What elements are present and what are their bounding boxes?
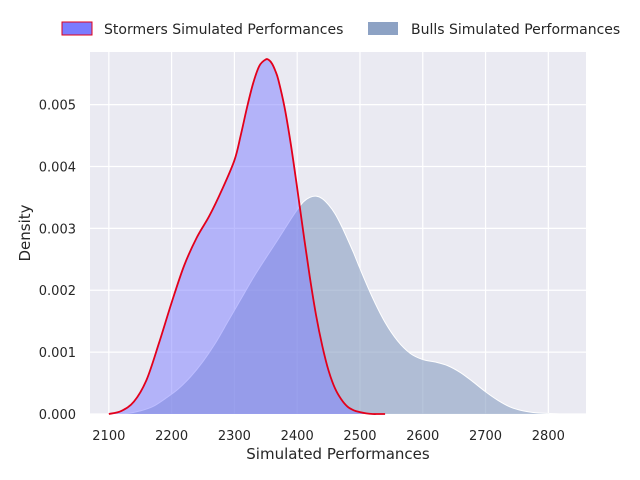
y-tick-label: 0.004 <box>39 160 76 175</box>
x-tick-label: 2200 <box>155 429 188 444</box>
legend: Stormers Simulated Performances Bulls Si… <box>61 21 620 38</box>
series-area-stormers <box>108 59 386 415</box>
legend-swatch-bulls <box>368 22 398 35</box>
x-tick-label: 2700 <box>469 429 502 444</box>
legend-label-stormers: Stormers Simulated Performances <box>104 22 343 38</box>
y-tick-label: 0.002 <box>39 284 76 299</box>
legend-label-bulls: Bulls Simulated Performances <box>411 22 620 38</box>
tick-labels: 2100 2200 2300 2400 2500 2600 2700 2800 0.000 0.0… <box>39 99 565 444</box>
y-tick-label: 0.001 <box>39 346 76 361</box>
x-tick-label: 2300 <box>218 429 251 444</box>
y-tick-label: 0.005 <box>39 99 76 114</box>
x-tick-label: 2500 <box>343 429 376 444</box>
x-tick-label: 2100 <box>92 429 125 444</box>
x-tick-label: 2600 <box>406 429 439 444</box>
y-tick-label: 0.003 <box>39 222 76 237</box>
x-tick-label: 2800 <box>532 429 565 444</box>
series-line-stormers <box>108 58 386 415</box>
x-axis-label: Simulated Performances <box>246 445 430 463</box>
x-tick-label: 2400 <box>281 429 314 444</box>
series-layer <box>108 58 587 415</box>
y-tick-label: 0.000 <box>39 408 76 423</box>
legend-swatch-stormers <box>61 21 93 36</box>
y-axis-label: Density <box>16 204 34 261</box>
